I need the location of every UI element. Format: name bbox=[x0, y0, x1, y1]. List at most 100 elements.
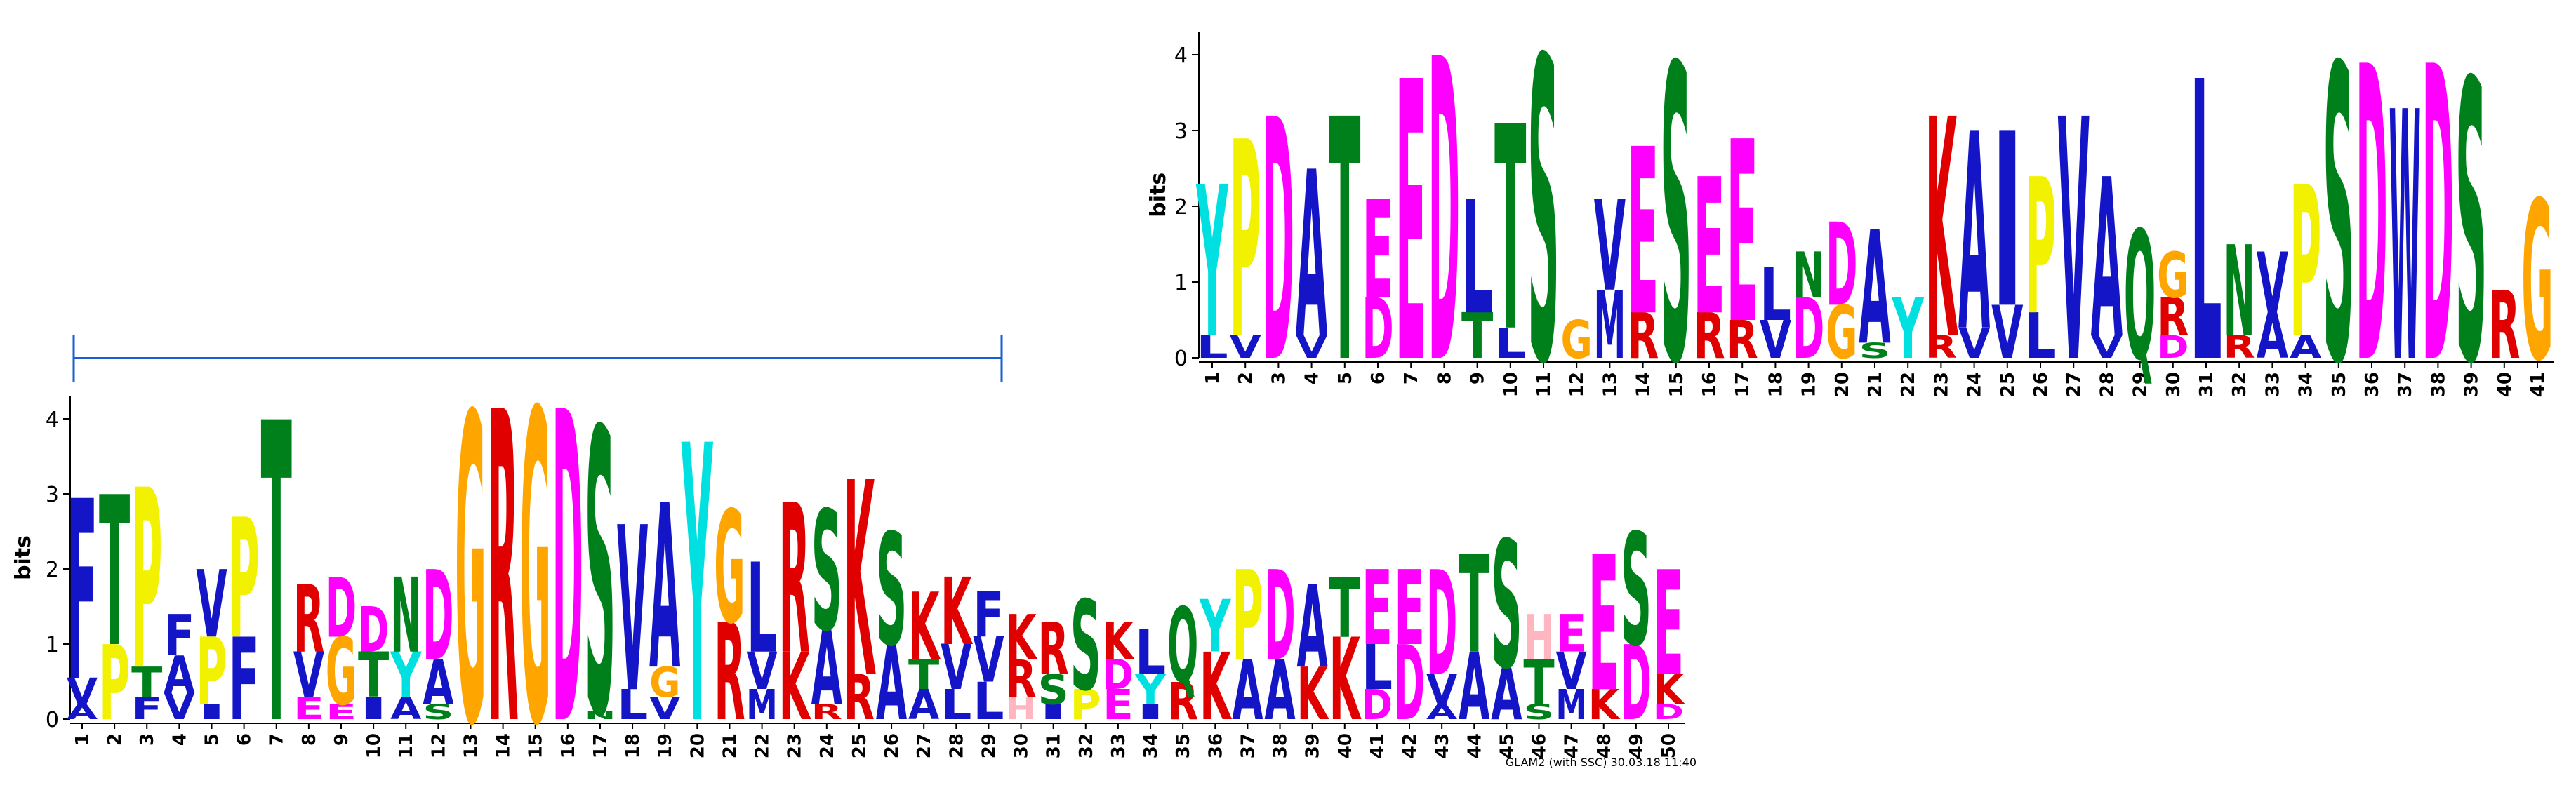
logo-letter: F bbox=[67, 449, 98, 736]
logo-letter: D bbox=[358, 595, 389, 666]
logo-letter: D bbox=[326, 561, 357, 657]
x-tick-label: 14 bbox=[493, 733, 514, 758]
logo-letter: A bbox=[811, 609, 842, 729]
x-tick-label: 2 bbox=[1235, 372, 1256, 384]
x-tick-label: 47 bbox=[1562, 733, 1583, 758]
logo-letter: N bbox=[390, 556, 421, 676]
logo-letter: S bbox=[1660, 0, 1692, 454]
logo-letter: T bbox=[908, 652, 939, 699]
logo-letter: V bbox=[649, 691, 680, 727]
x-tick-label: 18 bbox=[1765, 372, 1786, 397]
logo-letter: A bbox=[164, 645, 194, 705]
logo-letter: G bbox=[1826, 291, 1857, 375]
logo-letter: K bbox=[908, 573, 941, 681]
logo-letter: G bbox=[2521, 156, 2553, 410]
logo-letter: A bbox=[67, 700, 98, 724]
logo-letter: R bbox=[1693, 300, 1725, 373]
x-tick-label: 31 bbox=[1044, 733, 1065, 758]
x-tick-label: 20 bbox=[687, 733, 708, 758]
x-tick-label: 4 bbox=[169, 733, 190, 746]
logo-letter: S bbox=[1621, 502, 1652, 681]
x-tick-label: 35 bbox=[1173, 733, 1194, 758]
logo-letter: E bbox=[1727, 89, 1758, 380]
logo-letter: K bbox=[779, 633, 811, 741]
x-tick-label: 17 bbox=[1732, 372, 1753, 397]
logo-letter: A bbox=[2091, 134, 2123, 387]
x-tick-label: 24 bbox=[817, 733, 838, 758]
logo-letter: N bbox=[1793, 240, 1824, 312]
logo-letter: Y bbox=[1134, 666, 1167, 714]
logo-letter: V bbox=[164, 685, 195, 728]
logo-letter: K bbox=[844, 426, 876, 738]
logo-letter: S bbox=[423, 700, 453, 724]
logo-letter: T bbox=[131, 659, 162, 706]
logo-letter: S bbox=[1038, 666, 1069, 714]
logo-letter: P bbox=[2290, 143, 2321, 384]
x-tick-label: 21 bbox=[1865, 372, 1886, 397]
logo-letter: E bbox=[1555, 604, 1586, 664]
logo-letter: P bbox=[1070, 681, 1101, 729]
logo-letter: D bbox=[1103, 652, 1134, 699]
logo-letter: A bbox=[2257, 300, 2288, 373]
logo-letter: A bbox=[908, 681, 940, 729]
logo-letter: K bbox=[1297, 652, 1329, 737]
logo-letter: P bbox=[196, 618, 227, 726]
x-tick-label: 25 bbox=[849, 733, 870, 758]
y-tick-label: 0 bbox=[46, 708, 59, 732]
logo-letter: D bbox=[423, 544, 453, 688]
logo-letter: V bbox=[973, 625, 1004, 697]
x-tick-label: 30 bbox=[2163, 372, 2184, 397]
logo-letter: E bbox=[1362, 549, 1393, 669]
logo-letter: D bbox=[552, 323, 583, 804]
x-tick-label: 39 bbox=[2462, 372, 2483, 397]
x-tick-label: 33 bbox=[2262, 372, 2283, 397]
logo-letter: D bbox=[1264, 544, 1295, 688]
logo-letter: K bbox=[1653, 666, 1685, 714]
logo-letter: K bbox=[1103, 612, 1135, 671]
logo-letter: T bbox=[99, 453, 130, 692]
x-tick-label: 37 bbox=[1237, 733, 1259, 758]
x-tick-label: 20 bbox=[1832, 372, 1853, 397]
x-tick-label: 19 bbox=[655, 733, 676, 758]
x-tick-label: 10 bbox=[364, 733, 385, 758]
x-tick-label: 1 bbox=[72, 733, 93, 746]
logo-letter: I bbox=[196, 700, 227, 724]
logo-letter: I bbox=[358, 691, 389, 727]
logo-letter: Y bbox=[1200, 585, 1232, 669]
logo-letter: T bbox=[1329, 49, 1361, 436]
x-tick-label: 23 bbox=[785, 733, 806, 758]
logo-letter: A bbox=[2290, 329, 2321, 366]
logo-letter: V bbox=[941, 633, 971, 704]
y-tick-label: 4 bbox=[46, 408, 59, 432]
x-tick-label: 37 bbox=[2395, 372, 2416, 397]
logo-letter: R bbox=[1925, 329, 1957, 366]
logo-letter: Y bbox=[390, 641, 422, 712]
logo-letter: E bbox=[326, 700, 357, 724]
logo-letter: E bbox=[1627, 101, 1659, 367]
logo-letter: S bbox=[585, 350, 616, 804]
logo-letter: A bbox=[1296, 123, 1327, 389]
logo-letter: V bbox=[2058, 49, 2090, 436]
x-tick-label: 3 bbox=[137, 733, 158, 746]
logo-letter: F bbox=[973, 580, 1004, 652]
logo-letter: E bbox=[1653, 541, 1684, 709]
y-axis-label: bits bbox=[1146, 173, 1171, 217]
logo-letter: A bbox=[1491, 652, 1522, 737]
x-tick-label: 5 bbox=[1335, 372, 1356, 384]
logo-letter: K bbox=[1200, 633, 1232, 741]
x-tick-label: 15 bbox=[1666, 372, 1687, 397]
x-tick-label: 33 bbox=[1108, 733, 1129, 758]
logo-letter: P bbox=[1230, 86, 1261, 400]
logo-letter: I bbox=[1991, 84, 2023, 362]
logo-letter: P bbox=[228, 484, 259, 676]
logo-letter: L bbox=[1461, 168, 1493, 349]
logo-letter: G bbox=[649, 659, 680, 706]
y-tick-label: 2 bbox=[46, 558, 59, 582]
logo-letter: E bbox=[1588, 518, 1619, 734]
logo-letter: G bbox=[520, 323, 551, 804]
logo-letter: D bbox=[2157, 329, 2189, 366]
logo-letter: T bbox=[261, 339, 293, 804]
logo-letter: D bbox=[2422, 0, 2454, 454]
x-tick-label: 12 bbox=[1567, 372, 1588, 397]
